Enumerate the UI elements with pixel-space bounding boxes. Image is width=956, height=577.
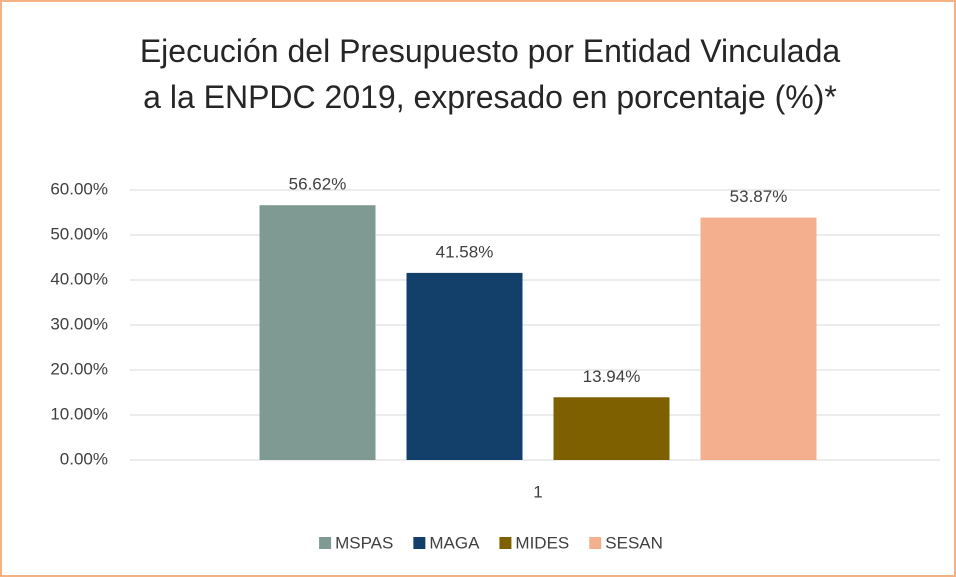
bar [259, 205, 376, 460]
legend-label: MIDES [515, 533, 569, 552]
value-label: 13.94% [583, 367, 641, 386]
bar [553, 397, 670, 460]
value-label: 41.58% [436, 242, 494, 261]
value-label: 56.62% [289, 175, 347, 194]
bar [700, 217, 817, 460]
y-tick-label: 0.00% [60, 449, 108, 468]
y-tick-label: 10.00% [50, 404, 108, 423]
bar [406, 272, 523, 460]
legend-swatch [413, 537, 426, 549]
y-tick-label: 50.00% [50, 224, 108, 243]
x-tick-label: 1 [533, 482, 542, 501]
y-tick-label: 20.00% [50, 359, 108, 378]
legend-swatch [589, 537, 602, 549]
value-label: 53.87% [730, 187, 788, 206]
legend-label: MSPAS [335, 533, 393, 552]
chart-title: Ejecución del Presupuesto por Entidad Vi… [139, 33, 841, 115]
legend-label: MAGA [429, 533, 480, 552]
legend-label: SESAN [605, 533, 663, 552]
y-tick-label: 30.00% [50, 314, 108, 333]
legend-swatch [319, 537, 332, 549]
legend-swatch [499, 537, 512, 549]
y-tick-label: 60.00% [50, 179, 108, 198]
y-tick-label: 40.00% [50, 269, 108, 288]
